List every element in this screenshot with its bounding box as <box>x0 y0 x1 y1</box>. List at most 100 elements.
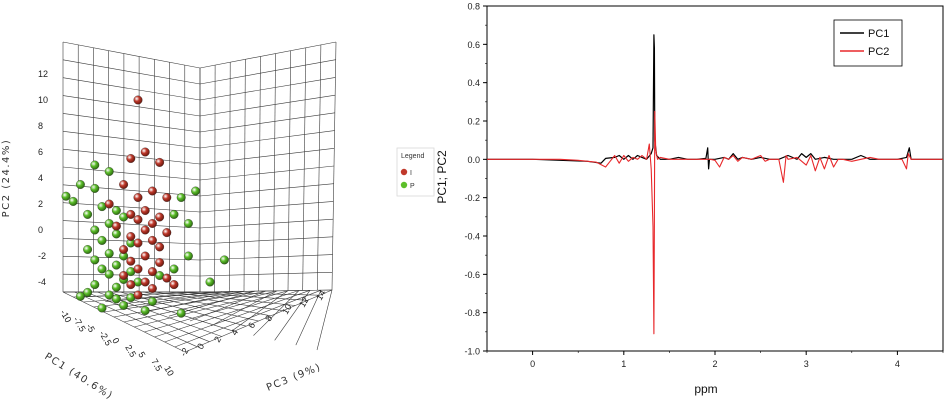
point-i <box>133 238 143 248</box>
grid-line <box>154 291 284 311</box>
y-tick-label: 6 <box>38 147 43 157</box>
y-tick-label: -4 <box>38 277 46 287</box>
point-p <box>104 269 114 279</box>
y-tick-label: -0.6 <box>464 270 480 280</box>
y-tick-label: -0.8 <box>464 308 480 318</box>
x-tick-label: -2.5 <box>97 329 113 347</box>
x-tick-label: 7.5 <box>149 357 164 373</box>
point-i <box>140 225 150 235</box>
y-tick-label: 4 <box>38 173 43 183</box>
legend-marker-p <box>400 181 408 189</box>
y-tick-label: -2 <box>38 251 46 261</box>
point-i <box>133 95 143 105</box>
point-p <box>111 260 121 270</box>
grid-line <box>199 77 336 101</box>
z-tick-label: 10 <box>280 302 294 316</box>
y-tick-label: 12 <box>38 69 48 79</box>
point-i <box>162 228 172 238</box>
x-tick-label: 2 <box>712 359 717 369</box>
x-axis-label: PC1 (40.6%) <box>42 351 115 401</box>
x-tick-label: 0 <box>110 336 121 345</box>
grid-line <box>199 59 336 85</box>
grid-line <box>199 94 336 117</box>
z-tick-label: 14 <box>314 288 328 302</box>
point-i <box>111 221 121 231</box>
z-tick-label: 2 <box>212 335 223 344</box>
point-p <box>90 280 100 290</box>
x-tick-label: -5 <box>84 322 97 334</box>
grid-line <box>105 291 223 302</box>
point-p <box>111 229 121 239</box>
point-p <box>97 303 107 313</box>
grid-line <box>142 291 271 317</box>
grid-line <box>62 59 201 85</box>
grid-line <box>199 236 333 245</box>
point-p <box>183 251 193 261</box>
y-tick-label: 8 <box>38 121 43 131</box>
z-tick-label: 0 <box>195 342 206 351</box>
grid-line <box>85 291 210 342</box>
grid-line <box>199 254 333 261</box>
legend-title: Legend <box>401 153 424 160</box>
point-i <box>155 242 165 252</box>
y-axis-label: PC2 (24.4%) <box>1 139 12 218</box>
point-p <box>68 196 78 206</box>
x-tick-label: -10 <box>58 308 73 324</box>
y-tick-label: 0.8 <box>467 2 480 12</box>
point-p <box>111 282 121 292</box>
y-tick-label: -1.0 <box>464 347 480 357</box>
back-right-wall <box>199 41 337 293</box>
grid-line <box>253 290 300 336</box>
point-p <box>83 209 93 219</box>
point-i <box>133 215 143 225</box>
point-i <box>169 280 179 290</box>
point-i <box>126 256 136 266</box>
point-i <box>162 273 172 283</box>
grid-line <box>131 291 259 322</box>
z-tick-label: 4 <box>229 328 240 337</box>
series-pc2-line <box>487 110 943 335</box>
grid-line <box>199 165 335 181</box>
y-tick-label: 10 <box>38 95 48 105</box>
grid-line <box>189 290 267 322</box>
grid-line <box>62 184 201 197</box>
point-i <box>119 180 129 189</box>
y-tick-label: 2 <box>38 199 43 209</box>
y-axis-label-2d: PC1; PC2 <box>435 150 449 204</box>
point-i <box>155 258 165 267</box>
point-p <box>104 290 114 300</box>
y-tick-label: 0.4 <box>467 78 480 88</box>
point-p <box>169 264 179 274</box>
point-p <box>219 255 229 265</box>
point-i <box>147 267 157 277</box>
grid-line <box>199 130 335 149</box>
axes: -1.0 -0.8 -0.6 -0.4 -0.2 0.0 0.2 0.4 0.6 0.8 0 1 2 3 4 <box>464 2 944 369</box>
point-p <box>97 235 107 245</box>
grid-line <box>62 291 186 353</box>
x-tick-label: 4 <box>895 359 900 369</box>
point-i <box>155 212 165 222</box>
point-p <box>147 297 157 306</box>
point-p <box>119 300 129 310</box>
z-tick-label: -2 <box>178 346 191 358</box>
point-p <box>83 245 93 254</box>
point-p <box>90 160 100 170</box>
grid-line <box>295 290 322 346</box>
point-i <box>104 199 114 209</box>
legend-label-i: I <box>410 170 412 177</box>
y-tick-label: -0.4 <box>464 232 480 242</box>
point-p <box>111 206 121 215</box>
point-i <box>140 277 150 287</box>
back-left-wall <box>62 41 201 293</box>
point-i <box>140 251 150 261</box>
point-i <box>126 280 136 290</box>
z-axis-label: PC3 (9%) <box>265 362 323 394</box>
grid-line <box>147 291 245 312</box>
grid-line <box>62 220 201 229</box>
point-i <box>155 157 165 167</box>
grid-line <box>199 112 335 133</box>
grid-line <box>62 202 201 213</box>
y-tick-label: 0.6 <box>467 40 480 50</box>
